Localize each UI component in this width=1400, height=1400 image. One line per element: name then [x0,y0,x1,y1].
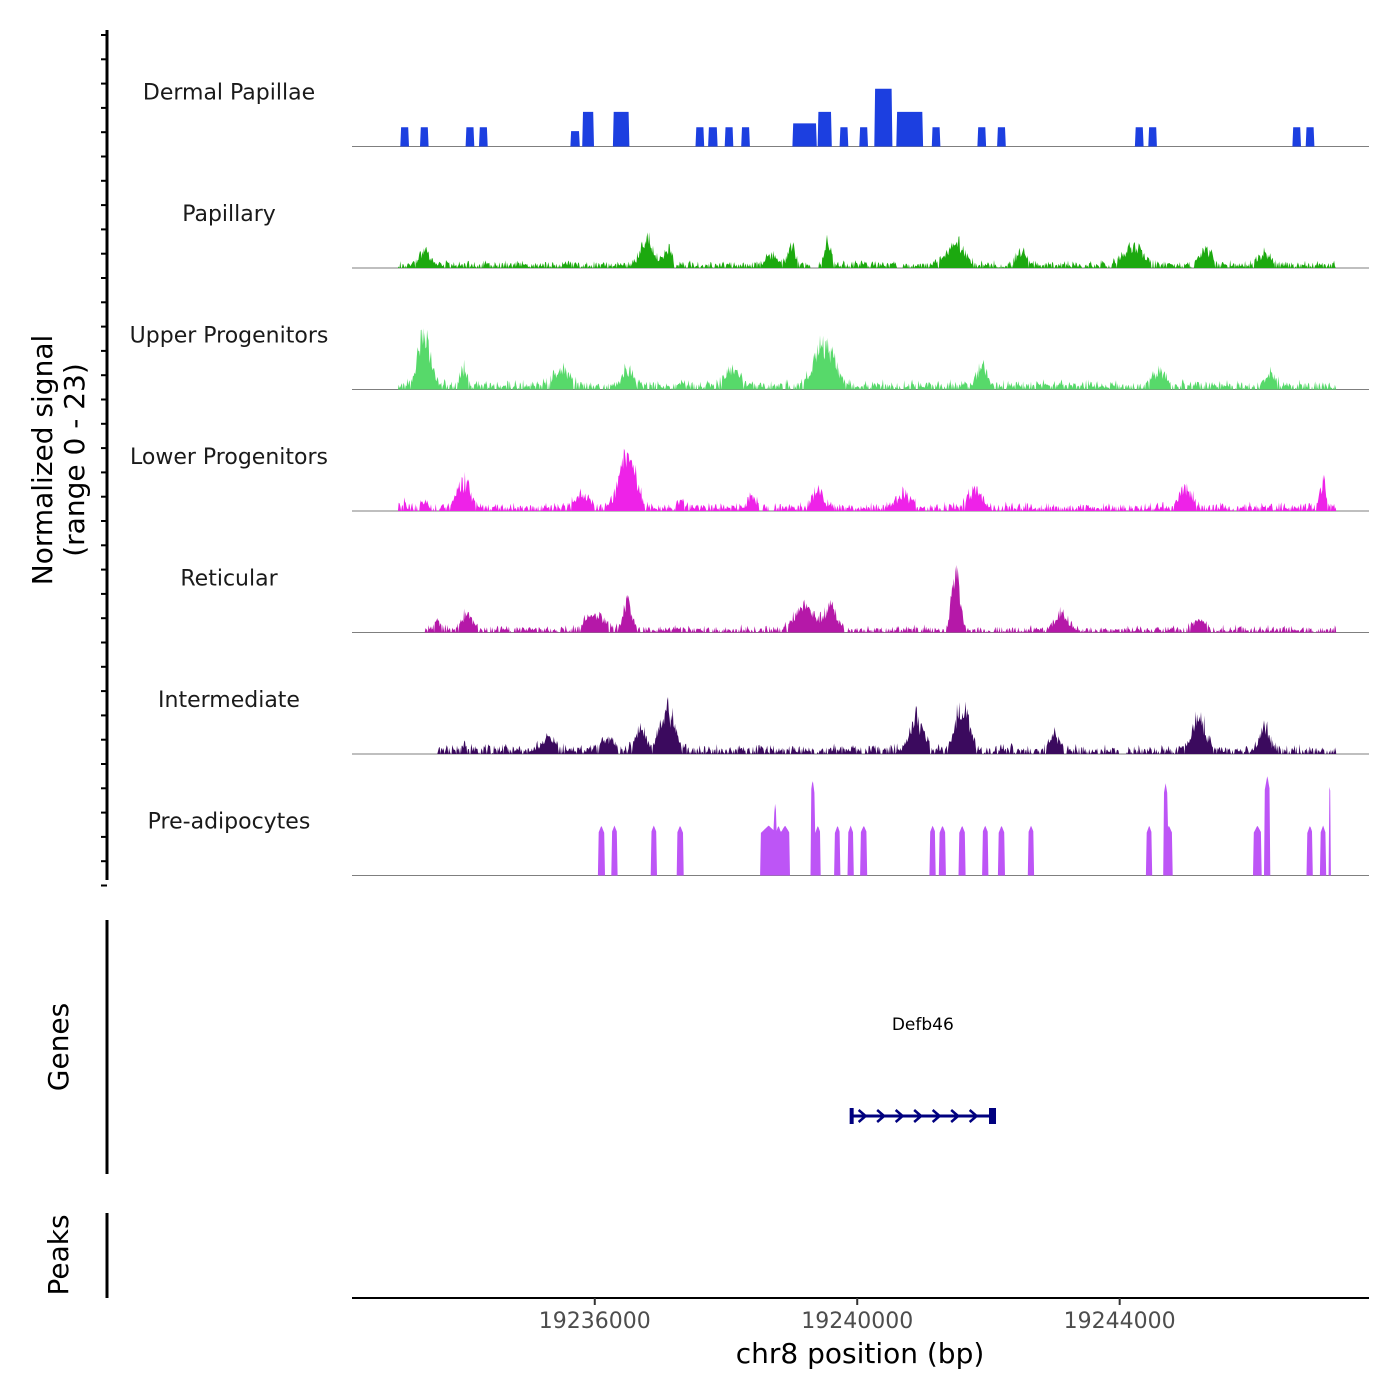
x-tick-label: 19240000 [801,1309,913,1334]
strand-arrow [931,1109,942,1123]
track-label: Lower Progenitors [130,445,328,470]
track-label: Dermal Papillae [143,81,315,106]
gene-defb46: Defb46 [849,1015,997,1124]
strand-arrow [950,1109,961,1123]
track-pre-adipocytes: Pre-adipocytes [148,776,1369,876]
track-dermal-papillae: Dermal Papillae [143,81,1369,147]
track-label: Intermediate [158,688,300,713]
track-papillary: Papillary [182,202,1369,269]
signal-y-axis [101,30,109,887]
strand-arrow [968,1109,979,1123]
signal-area [397,697,1337,754]
y-axis-title: Normalized signal [26,335,59,586]
signal-area [397,565,1337,633]
strand-arrow [876,1109,887,1123]
strand-arrow [913,1109,924,1123]
genes-panel-label: Genes [42,1003,75,1091]
gene-exon [849,1108,854,1124]
strand-arrow [857,1109,868,1123]
gene-track: Defb46 [849,1015,997,1124]
track-intermediate: Intermediate [158,688,1369,755]
signal-area [397,328,1337,390]
track-label: Reticular [180,567,278,592]
x-tick-label: 19244000 [1064,1309,1176,1334]
signal-area [397,776,1337,876]
peaks-panel-label: Peaks [42,1214,75,1295]
track-label: Upper Progenitors [130,324,329,349]
y-axis-range: (range 0 - 23) [58,363,91,557]
signal-area [397,232,1337,268]
track-upper-progenitors: Upper Progenitors [130,324,1369,390]
gene-exon [989,1108,997,1124]
gene-label: Defb46 [892,1015,954,1035]
x-tick-label: 19236000 [539,1309,651,1334]
track-label: Papillary [182,202,276,227]
signal-area [397,448,1337,511]
strand-arrow [894,1109,905,1123]
track-reticular: Reticular [180,565,1369,633]
track-label: Pre-adipocytes [148,810,311,835]
x-axis-title: chr8 position (bp) [736,1337,985,1370]
x-axis: 19236000 19240000 19244000 [352,1297,1369,1334]
track-lower-progenitors: Lower Progenitors [130,445,1369,512]
signal-tracks: Dermal Papillae Papillary Upper Progenitor… [130,81,1369,876]
signal-area [397,88,1337,147]
